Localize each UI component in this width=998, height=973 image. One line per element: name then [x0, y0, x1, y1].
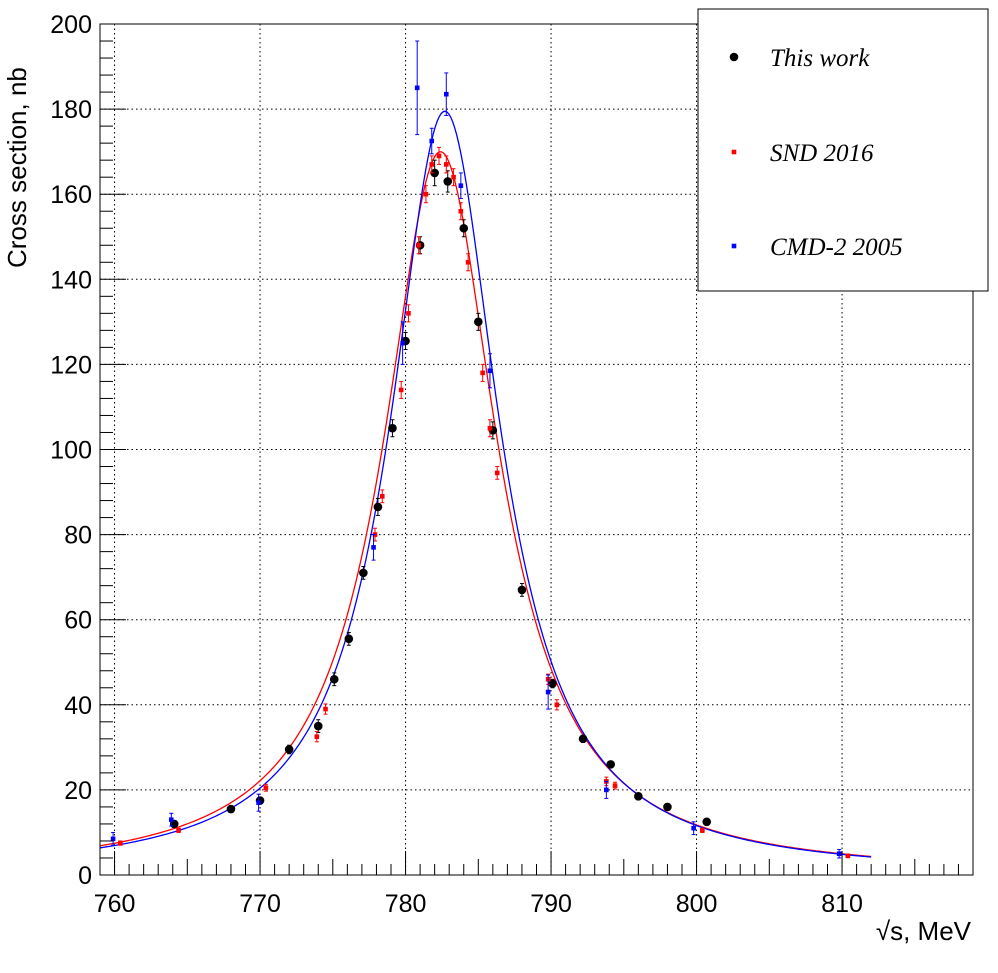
data-point	[430, 168, 439, 178]
x-tick-label: 760	[94, 890, 136, 918]
data-point	[663, 802, 672, 812]
data-point	[494, 470, 500, 476]
legend-label: This work	[770, 45, 870, 72]
data-point	[443, 177, 453, 186]
data-point	[487, 425, 493, 431]
data-point	[414, 85, 420, 91]
y-tick-label: 180	[50, 96, 92, 124]
series-2	[110, 40, 842, 859]
data-point	[451, 174, 456, 180]
data-point	[429, 162, 435, 167]
data-point	[480, 370, 485, 376]
data-point	[545, 689, 551, 695]
legend-marker	[729, 52, 739, 62]
y-tick-label: 120	[50, 351, 92, 379]
x-tick-label: 780	[385, 890, 427, 918]
data-point	[388, 423, 397, 433]
data-point	[459, 223, 469, 233]
y-tick-label: 0	[78, 862, 92, 890]
data-point	[284, 745, 294, 754]
data-point	[845, 853, 851, 859]
data-point	[443, 91, 449, 97]
legend-marker	[731, 149, 737, 155]
data-point	[634, 791, 643, 801]
data-point	[373, 502, 383, 512]
data-point	[263, 785, 269, 791]
data-point	[612, 783, 618, 788]
data-point	[400, 340, 405, 346]
grid-lines	[100, 24, 973, 875]
data-point	[256, 800, 261, 805]
data-point	[606, 760, 616, 769]
data-point	[406, 311, 411, 316]
data-point	[168, 817, 174, 822]
data-point	[458, 183, 464, 188]
legend-box	[697, 8, 989, 292]
x-tick-label: 810	[821, 890, 863, 918]
data-point	[371, 545, 376, 550]
y-tick-label: 20	[64, 777, 92, 805]
data-point	[423, 191, 429, 197]
x-axis-title: √s, MeV	[876, 916, 972, 946]
data-point	[314, 734, 320, 740]
y-tick-label: 80	[64, 522, 92, 550]
data-point	[836, 851, 842, 857]
data-point	[458, 208, 464, 214]
data-point	[517, 585, 527, 595]
data-point	[436, 153, 442, 159]
data-point	[416, 242, 421, 248]
data-point	[700, 828, 705, 833]
legend-label: SND 2016	[770, 140, 874, 167]
y-tick-labels: 0 20 40 60 80 100 120 140 160 180 200	[50, 11, 92, 890]
legend-label: CMD-2 2005	[770, 234, 903, 261]
data-point	[323, 706, 328, 712]
data-point	[313, 721, 323, 731]
data-point	[359, 568, 368, 578]
data-point	[578, 734, 588, 744]
x-tick-labels: 760 770 780 790 800 810	[94, 890, 863, 918]
data-point	[429, 138, 435, 144]
legend-marker	[731, 243, 737, 249]
x-tick-label: 790	[530, 890, 572, 918]
y-tick-label: 200	[50, 11, 92, 39]
legend: This work SND 2016 CMD-2 2005	[697, 8, 989, 292]
data-point	[329, 674, 339, 684]
y-tick-label: 60	[64, 607, 92, 635]
data-point	[702, 817, 712, 827]
data-point	[487, 368, 493, 374]
data-point	[604, 787, 609, 793]
data-point	[344, 634, 354, 644]
data-point	[554, 702, 560, 708]
data-point	[465, 259, 471, 265]
x-tick-label: 770	[239, 890, 281, 918]
data-points	[110, 40, 851, 859]
data-point	[226, 804, 236, 814]
data-point	[691, 825, 696, 831]
data-point	[398, 387, 404, 393]
x-tick-label: 800	[676, 890, 718, 918]
y-axis-title: Cross section, nb	[2, 67, 32, 268]
axis-ticks	[100, 23, 959, 876]
y-tick-label: 100	[50, 437, 92, 465]
data-point	[443, 162, 449, 167]
y-tick-label: 140	[50, 266, 92, 294]
data-point	[474, 317, 483, 327]
y-tick-label: 40	[64, 692, 92, 720]
data-point	[176, 828, 181, 833]
data-point	[110, 836, 116, 842]
data-point	[379, 494, 385, 499]
y-tick-label: 160	[50, 181, 92, 209]
fit-curve	[99, 151, 872, 858]
data-point	[118, 840, 123, 846]
